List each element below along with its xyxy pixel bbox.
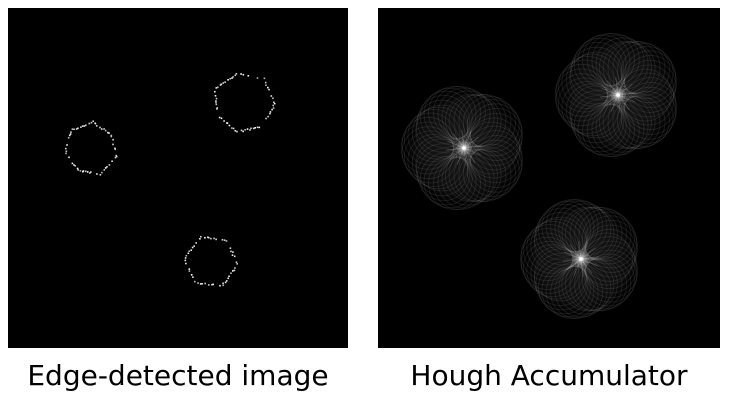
hough-accumulator-caption: Hough Accumulator <box>410 359 688 392</box>
edge-outline <box>65 120 118 176</box>
edge-outline <box>214 73 276 133</box>
edge-detected-canvas <box>65 73 276 287</box>
edge-detected-caption: Edge-detected image <box>27 359 329 392</box>
hough-accumulator-image <box>378 8 720 348</box>
accumulator-blob <box>400 86 524 210</box>
edge-detected-image <box>8 8 348 348</box>
hough-accumulator-canvas <box>400 33 678 319</box>
accumulator-blob <box>520 199 639 319</box>
accumulator-blob <box>554 33 678 157</box>
edge-outline <box>184 235 238 287</box>
